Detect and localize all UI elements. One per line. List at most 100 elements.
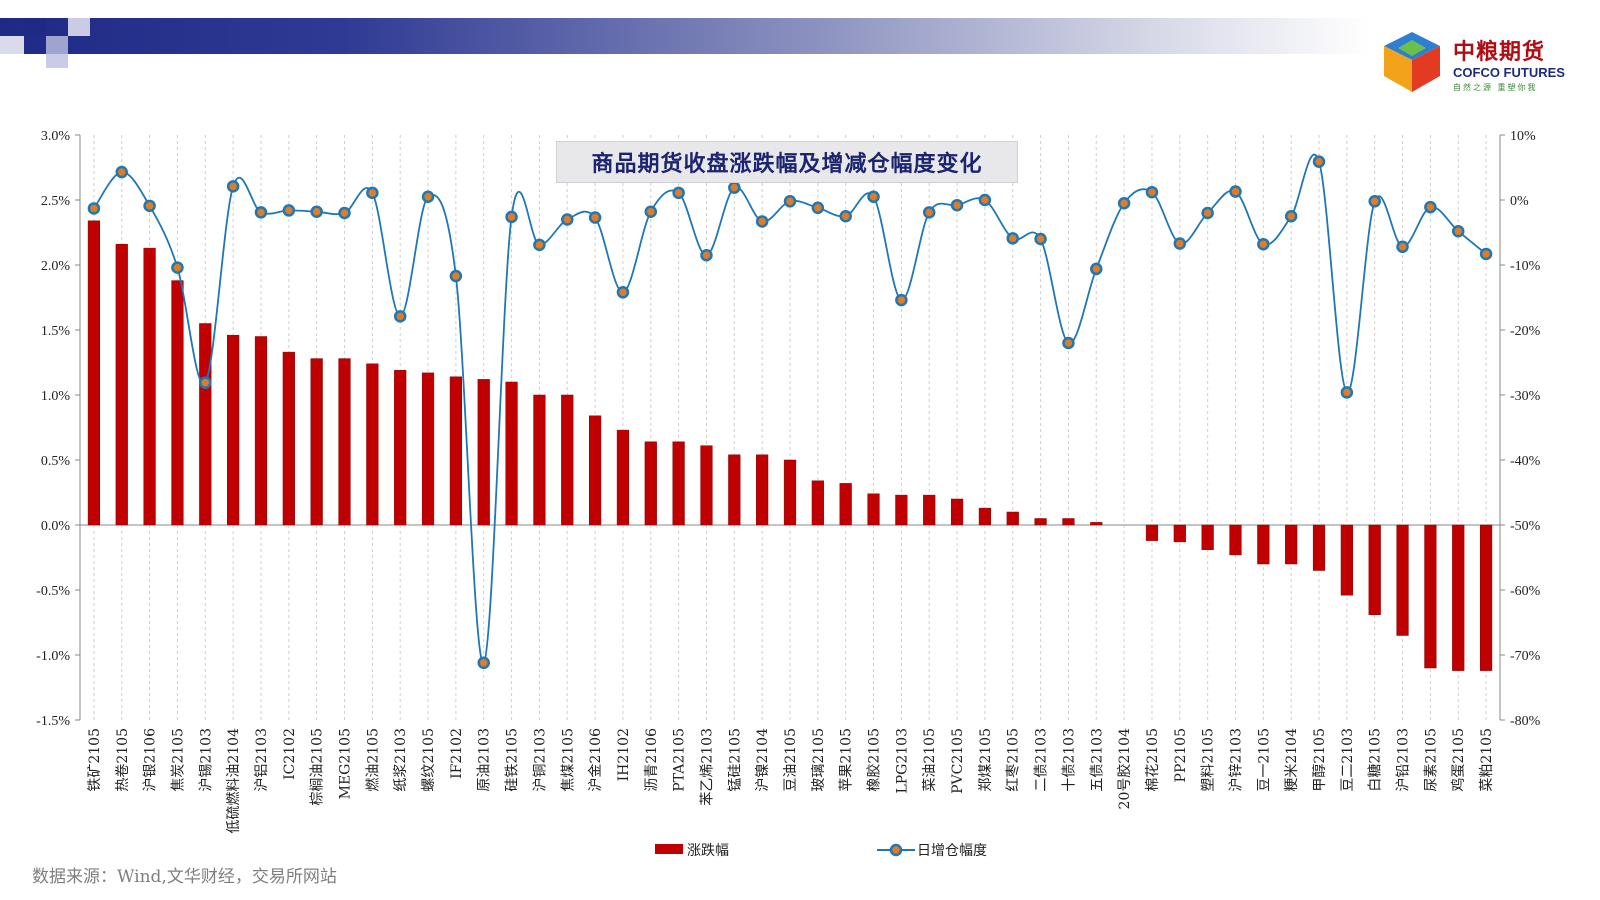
y-right-tick-label: 10% (1510, 129, 1536, 144)
bar (505, 381, 518, 526)
bar (449, 376, 462, 526)
bar (1145, 524, 1159, 541)
category-label: 沪铅2103 (1396, 728, 1412, 792)
legend-line-swatch (877, 843, 915, 857)
bar (756, 454, 769, 526)
y-right-tick-label: -20% (1510, 324, 1541, 339)
bar (1396, 524, 1409, 636)
bar (1006, 511, 1019, 526)
bar (1090, 522, 1103, 526)
category-label: 20号胶2104 (1116, 728, 1133, 810)
category-label: 焦炭2105 (170, 728, 186, 792)
legend-bar-swatch (655, 844, 683, 854)
line-point (338, 206, 351, 220)
line-point (1340, 386, 1354, 399)
bar (1201, 524, 1214, 550)
category-label: 橡胶2105 (866, 728, 883, 792)
line-point (867, 190, 880, 203)
category-label: IH2102 (616, 728, 632, 781)
bar (616, 429, 630, 526)
line-point (672, 186, 685, 200)
bar (1062, 518, 1075, 526)
y-right-tick-label: -50% (1510, 519, 1541, 534)
category-label: 铁矿2105 (87, 728, 103, 792)
category-label: 鸡蛋2105 (1450, 728, 1467, 792)
bar (115, 243, 128, 526)
bar (589, 415, 602, 526)
bar (1340, 524, 1353, 596)
category-label: LPG2103 (894, 728, 910, 794)
y-left-tick-label: 0.0% (41, 519, 71, 534)
y-left-tick-label: 3.0% (41, 129, 71, 144)
line-point (533, 238, 546, 252)
line-point (1173, 237, 1187, 250)
bar (1452, 524, 1465, 671)
header-decor-square (68, 18, 90, 36)
y-right-tick-label: -40% (1510, 454, 1541, 469)
bar (477, 379, 490, 526)
line-point (1284, 210, 1298, 223)
bar (282, 351, 295, 526)
line-point (87, 202, 101, 215)
y-left-tick-label: 2.5% (41, 194, 71, 209)
category-label: 燃油2105 (364, 728, 381, 792)
bar (867, 493, 880, 526)
bar (1479, 524, 1493, 671)
line-point (755, 215, 769, 228)
bar (533, 394, 546, 526)
category-label: PVC2105 (950, 728, 966, 794)
bar (143, 247, 156, 526)
cofco-logo: 中粮期货 COFCO FUTURES 自然之源 重塑你我 (1380, 28, 1590, 98)
category-label: PTA2105 (672, 728, 688, 792)
line-point (171, 261, 184, 274)
source-note: 数据来源：Wind,文华财经，交易所网站 (32, 867, 337, 887)
line-point (143, 199, 156, 213)
line-point (199, 376, 212, 389)
bar (338, 358, 351, 526)
line-point (978, 193, 992, 207)
header-band (0, 18, 1370, 54)
category-label: 焦煤2105 (560, 728, 576, 792)
line-point (1451, 224, 1465, 238)
bar (923, 494, 936, 526)
line-point (644, 205, 658, 218)
bar (978, 507, 991, 526)
line-point (393, 310, 407, 323)
y-left-tick-label: 0.5% (41, 454, 71, 469)
category-label: 郑煤2105 (978, 728, 994, 792)
line-point (950, 198, 964, 212)
line-point (1117, 197, 1131, 210)
line-point (728, 181, 741, 194)
y-right-tick-label: -30% (1510, 389, 1541, 404)
y-right-tick-label: -70% (1510, 649, 1541, 664)
line-point (700, 249, 713, 262)
category-label: 苯乙烯2103 (698, 728, 715, 806)
bar (1173, 524, 1186, 543)
bar (421, 372, 435, 526)
bar (950, 498, 964, 526)
category-label: 沪铜2103 (532, 728, 548, 792)
line-point (811, 201, 825, 215)
y-left-tick-label: 1.0% (41, 389, 71, 404)
y-right-tick-label: -80% (1510, 714, 1541, 729)
bar (1229, 524, 1242, 556)
category-label: 粳米2104 (1284, 728, 1300, 792)
y-right-tick-label: -60% (1510, 584, 1541, 599)
category-label: 沪金2106 (588, 728, 604, 792)
category-label: 十债2103 (1061, 728, 1077, 792)
category-label: 塑料2105 (1201, 728, 1217, 792)
y-left-tick-label: -1.0% (36, 649, 70, 664)
y-left-tick-label: -1.5% (36, 714, 70, 729)
header-decor-square (24, 18, 46, 36)
bar (171, 280, 184, 526)
bar (199, 323, 212, 526)
line-point (282, 204, 296, 217)
line-point (366, 186, 379, 200)
category-label: 苹果2105 (839, 728, 855, 792)
bar (87, 220, 101, 526)
line-point (505, 210, 518, 224)
category-label: 棉花2105 (1144, 728, 1161, 792)
category-label: 二债2103 (1034, 728, 1050, 792)
line-point (561, 213, 574, 226)
